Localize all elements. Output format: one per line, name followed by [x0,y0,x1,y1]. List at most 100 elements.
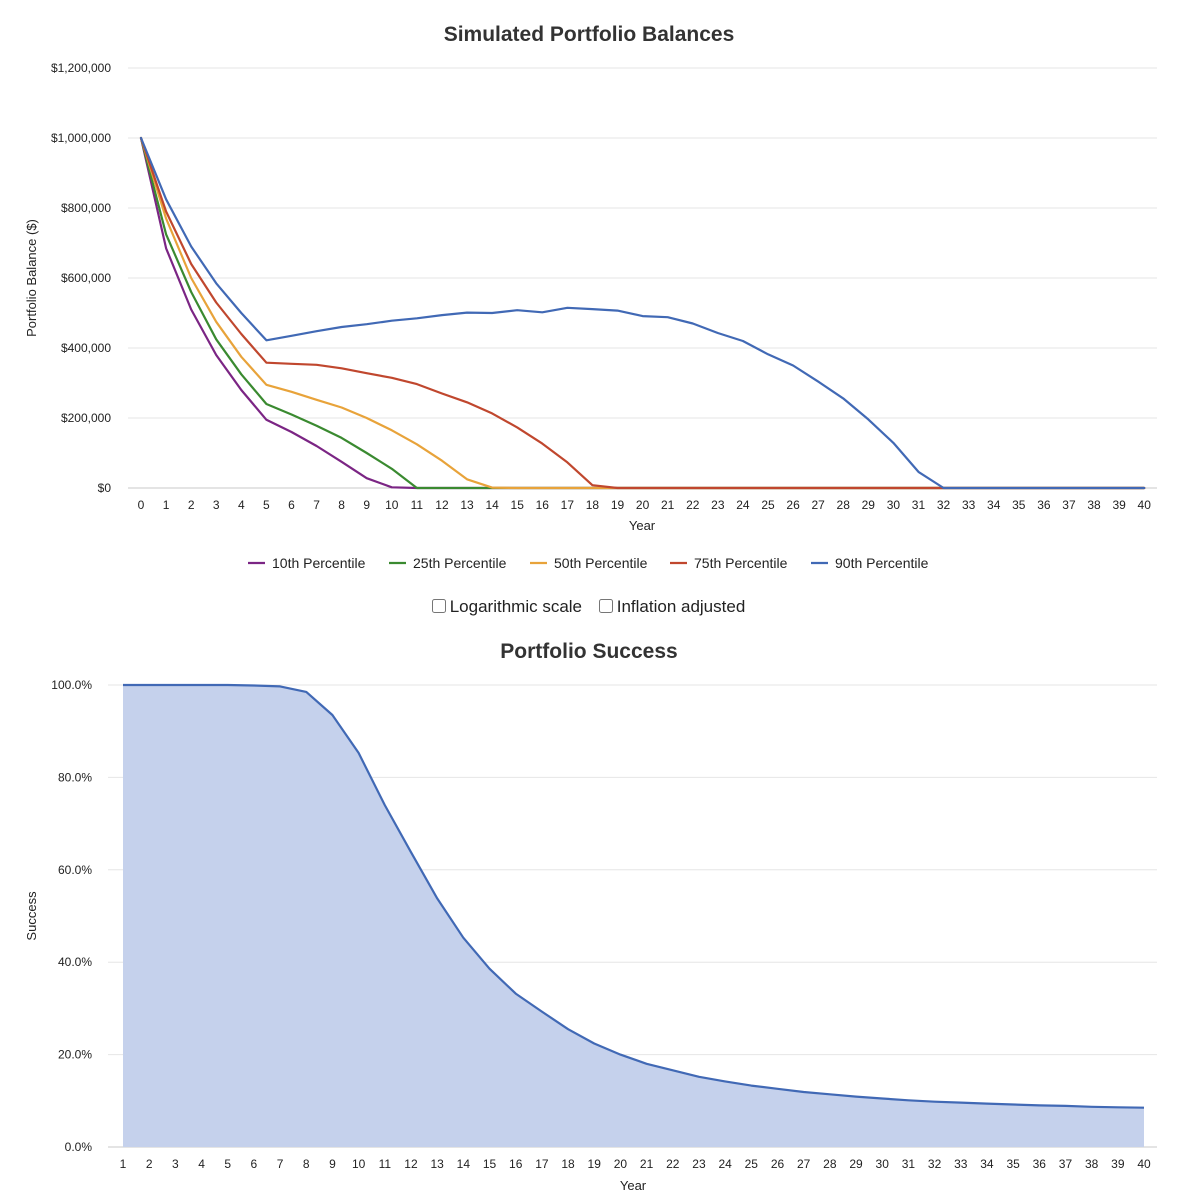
log-scale-option[interactable]: Logarithmic scale [431,594,582,620]
x-tick-label: 10 [352,1157,366,1171]
x-tick-label: 13 [460,498,474,512]
x-tick-label: 33 [962,498,976,512]
y-axis-title: Portfolio Balance ($) [24,219,39,337]
x-tick-label: 30 [876,1157,890,1171]
y-tick-label: $1,200,000 [51,61,111,75]
x-tick-label: 19 [611,498,625,512]
success-line [123,683,1145,1109]
legend-label-3: 50th Percentile [554,555,648,571]
y-tick-label: 0.0% [65,1140,93,1154]
x-tick-label: 25 [761,498,775,512]
y-tick-label: $600,000 [61,271,111,285]
inflation-adjusted-checkbox[interactable] [598,599,613,613]
series-line-3 [139,136,1146,490]
x-tick-label: 0 [138,498,145,512]
y-tick-label: $1,000,000 [51,131,111,145]
y-tick-label: 100.0% [51,678,92,692]
legend-label-5: 90th Percentile [835,555,929,571]
x-tick-label: 22 [686,498,700,512]
inflation-adjusted-label: Inflation adjusted [616,597,746,616]
x-tick-label: 4 [238,498,245,512]
y-tick-label: 60.0% [58,863,92,877]
y-tick-label: 20.0% [58,1048,92,1062]
x-tick-label: 28 [837,498,851,512]
x-tick-label: 10 [385,498,399,512]
legend: 10th Percentile 25th Percentile 50th Perce… [248,555,929,571]
x-tick-label: 7 [277,1157,284,1171]
x-tick-label: 8 [338,498,345,512]
x-tick-label: 25 [745,1157,759,1171]
legend-label-4: 75th Percentile [694,555,788,571]
x-tick-label: 33 [954,1157,968,1171]
x-tick-label: 34 [980,1157,994,1171]
x-tick-label: 29 [849,1157,863,1171]
series-line-2 [139,136,1146,490]
x-tick-label: 16 [536,498,550,512]
x-axis-title: Year [620,1178,647,1193]
x-tick-label: 37 [1059,1157,1073,1171]
chart-title: Portfolio Success [500,640,677,663]
x-tick-label: 24 [736,498,750,512]
y-gridlines [128,67,1157,489]
x-tick-label: 26 [786,498,800,512]
x-tick-label: 39 [1111,1157,1125,1171]
x-tick-label: 1 [120,1157,127,1171]
x-tick-label: 7 [313,498,320,512]
x-tick-label: 22 [666,1157,680,1171]
x-tick-label: 2 [146,1157,153,1171]
x-tick-label: 2 [188,498,195,512]
x-tick-label: 23 [711,498,725,512]
x-tick-label: 13 [430,1157,444,1171]
inflation-adjusted-option[interactable]: Inflation adjusted [598,594,746,620]
y-axis-title: Success [24,891,39,941]
y-tick-label: 40.0% [58,955,92,969]
x-tick-label: 18 [561,1157,575,1171]
x-tick-label: 9 [329,1157,336,1171]
x-tick-label: 3 [172,1157,179,1171]
x-tick-label: 8 [303,1157,310,1171]
x-tick-label: 35 [1006,1157,1020,1171]
x-tick-label: 14 [485,498,499,512]
x-axis-title: Year [629,518,656,533]
y-tick-label: 80.0% [58,770,92,784]
x-tick-label: 39 [1112,498,1126,512]
x-tick-label: 5 [224,1157,231,1171]
portfolio-balances-chart: Simulated Portfolio Balances $0 $200,000 $4… [24,23,1157,571]
x-tick-label: 20 [614,1157,628,1171]
y-tick-label: $800,000 [61,201,111,215]
x-tick-label: 19 [588,1157,602,1171]
x-tick-label: 27 [811,498,825,512]
x-tick-label: 30 [887,498,901,512]
x-tick-label: 36 [1033,1157,1047,1171]
y-tick-label: $400,000 [61,341,111,355]
x-tick-label: 11 [379,1157,392,1171]
x-tick-label: 14 [457,1157,471,1171]
x-tick-label: 4 [198,1157,205,1171]
x-tick-label: 15 [483,1157,497,1171]
x-tick-label: 23 [692,1157,706,1171]
x-tick-label: 1 [163,498,170,512]
x-tick-label: 32 [928,1157,942,1171]
series-line-1 [139,136,1146,490]
log-scale-label: Logarithmic scale [449,597,582,616]
series-line-5 [139,136,1146,490]
x-tick-label: 40 [1138,498,1152,512]
x-tick-label: 38 [1085,1157,1099,1171]
x-tick-label: 21 [640,1157,654,1171]
x-tick-label: 6 [288,498,295,512]
x-tick-label: 35 [1012,498,1026,512]
x-tick-label: 36 [1037,498,1051,512]
x-tick-label: 32 [937,498,951,512]
series-line-4 [139,136,1146,490]
chart-title: Simulated Portfolio Balances [444,23,735,46]
y-tick-label: $0 [98,481,112,495]
x-tick-label: 21 [661,498,675,512]
x-tick-label: 40 [1137,1157,1151,1171]
x-tick-label: 24 [718,1157,732,1171]
x-tick-label: 17 [535,1157,549,1171]
x-tick-label: 20 [636,498,650,512]
log-scale-checkbox[interactable] [431,599,446,613]
x-tick-label: 34 [987,498,1001,512]
x-tick-label: 12 [435,498,449,512]
x-tick-label: 31 [912,498,926,512]
